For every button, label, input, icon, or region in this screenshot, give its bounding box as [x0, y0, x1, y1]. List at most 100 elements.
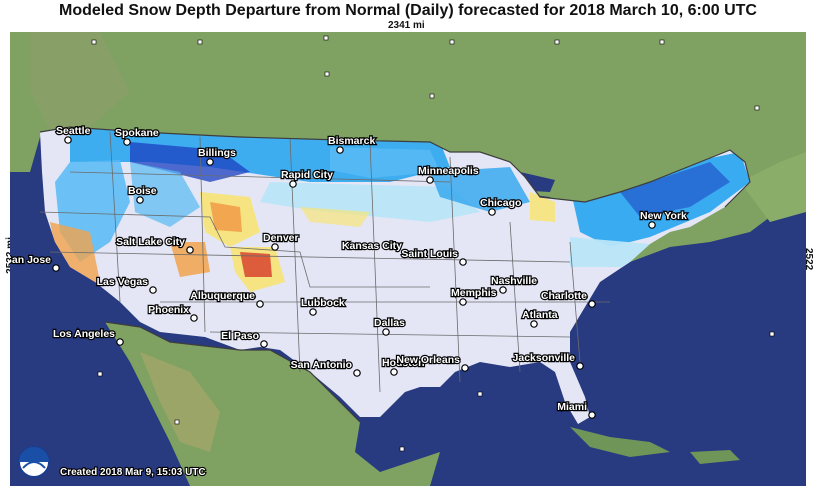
city-chicago: Chicago	[479, 196, 523, 216]
city-marker	[289, 180, 297, 188]
city-label: Chicago	[480, 197, 521, 209]
city-marker	[530, 320, 538, 328]
created-timestamp: Created 2018 Mar 9, 15:03 UTC	[60, 467, 206, 478]
city-atlanta: Atlanta	[521, 308, 559, 328]
city-label: Rapid City	[281, 169, 333, 181]
city-marker	[382, 328, 390, 336]
snow-depth-map[interactable]: Seattle Spokane Billings Bismarck Minneapoli…	[10, 32, 806, 486]
city-new-york: New York	[639, 209, 688, 229]
city-label: Denver	[263, 232, 299, 244]
city-lubbock: Lubbock	[300, 296, 346, 316]
city-marker	[499, 286, 507, 294]
city-boise: Boise	[127, 184, 158, 204]
state-boundaries	[39, 131, 610, 393]
mexico-highlands-relief	[140, 352, 220, 452]
city-dallas: Dallas	[373, 316, 406, 336]
city-label: Albuquerque	[190, 290, 255, 302]
city-los-angeles: Los Angeles	[52, 327, 124, 346]
city-marker	[576, 362, 584, 370]
city-san-antonio: San Antonio	[289, 358, 361, 377]
map-canvas: Seattle Spokane Billings Bismarck Minneapoli…	[10, 32, 806, 486]
city-marker	[588, 300, 596, 308]
city-label: Charlotte	[541, 290, 587, 302]
city-seattle: Seattle	[55, 124, 92, 144]
city-marker	[260, 340, 268, 348]
city-marker	[136, 196, 144, 204]
city-label: Bismarck	[328, 135, 375, 147]
cuba-island	[570, 427, 670, 457]
city-charlotte: Charlotte	[540, 289, 596, 308]
city-marker	[390, 368, 398, 376]
city-label: Memphis	[451, 287, 497, 299]
city-label: Los Angeles	[53, 328, 115, 340]
maritime-landmass	[740, 152, 806, 222]
city-billings: Billings	[197, 146, 237, 166]
city-houston: Houston	[381, 356, 426, 376]
city-marker	[116, 338, 124, 346]
city-marker	[309, 308, 317, 316]
city-marker	[149, 286, 157, 294]
city-label: San Jose	[10, 254, 51, 266]
city-label: Las Vegas	[97, 276, 149, 288]
city-label: Atlanta	[522, 309, 558, 321]
city-el-paso: El Paso	[220, 329, 268, 348]
city-label: Nashville	[491, 275, 537, 287]
city-albuquerque: Albuquerque	[189, 289, 264, 308]
city-label: Jacksonville	[513, 352, 576, 364]
city-label: Saint Louis	[401, 248, 458, 260]
city-marker	[459, 258, 467, 266]
city-marker	[52, 264, 60, 272]
city-new-orleans: New Orleans	[395, 353, 469, 372]
city-marker	[353, 369, 361, 377]
city-bismarck: Bismarck	[327, 134, 377, 154]
city-minneapolis: Minneapolis	[417, 164, 480, 184]
national-border	[39, 126, 751, 423]
scale-label-top: 2341 mi	[388, 20, 425, 31]
city-miami: Miami	[556, 400, 596, 419]
city-marker	[488, 208, 496, 216]
city-label: New Orleans	[396, 354, 460, 366]
city-marker	[64, 136, 72, 144]
city-salt-lake-city: Salt Lake City	[115, 235, 194, 254]
city-label: Seattle	[56, 125, 91, 137]
city-las-vegas: Las Vegas	[95, 275, 157, 294]
hispaniola-island	[690, 450, 740, 464]
mexico-landmass	[105, 322, 440, 486]
city-label: Minneapolis	[418, 165, 479, 177]
city-marker	[648, 221, 656, 229]
city-label: Boise	[128, 185, 157, 197]
noaa-logo	[18, 446, 50, 478]
city-label: San Antonio	[291, 359, 352, 371]
city-marker	[403, 250, 411, 258]
city-label: Houston	[382, 357, 425, 369]
city-marker	[336, 146, 344, 154]
city-marker	[206, 158, 214, 166]
city-denver: Denver	[262, 231, 300, 251]
city-label: El Paso	[221, 330, 259, 342]
city-label: Miami	[557, 401, 587, 413]
city-marker	[190, 314, 198, 322]
city-memphis: Memphis	[450, 286, 498, 306]
city-label: Dallas	[374, 317, 405, 329]
city-jacksonville: Jacksonville	[511, 351, 584, 370]
city-label: Lubbock	[301, 297, 345, 309]
city-marker	[186, 246, 194, 254]
map-title: Modeled Snow Depth Departure from Normal…	[59, 2, 757, 19]
city-saint-louis: Saint Louis	[400, 247, 467, 266]
city-marker	[123, 138, 131, 146]
city-nashville: Nashville	[490, 274, 538, 294]
city-marker	[271, 243, 279, 251]
rockies-canada-relief	[30, 32, 130, 130]
city-label: New York	[640, 210, 687, 222]
city-rapid-city: Rapid City	[280, 168, 334, 188]
city-kansas-city: Kansas City	[341, 239, 411, 258]
city-marker	[459, 298, 467, 306]
city-marker	[588, 411, 596, 419]
city-spokane: Spokane	[114, 126, 160, 146]
city-marker	[461, 364, 469, 372]
city-phoenix: Phoenix	[147, 303, 198, 322]
city-label: Phoenix	[148, 304, 189, 316]
graticule-markers	[91, 35, 775, 452]
city-san-jose: San Jose	[10, 253, 60, 272]
city-label: Salt Lake City	[116, 236, 185, 248]
